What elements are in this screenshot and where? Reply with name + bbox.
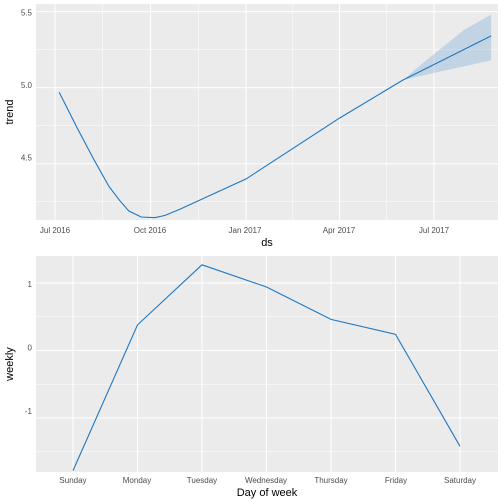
trend-x-tick-label: Apr 2017 [323,226,356,235]
weekly-y-tick-label: -1 [25,407,33,416]
trend-x-tick-label: Jan 2017 [229,226,262,235]
weekly-series-line [72,264,461,471]
weekly-x-tick-label: Monday [123,476,151,485]
trend-plot-background [36,4,498,220]
weekly-x-axis-title: Day of week [237,487,298,499]
trend-chart: 5.5 5.0 4.5 Jul 2016 Oct 2016 Jan 2017 A… [4,4,498,249]
weekly-y-ticks: 1 0 -1 [25,280,33,416]
weekly-x-ticks: Sunday Monday Tuesday Wednesday Thursday… [59,476,476,485]
weekly-y-tick-label: 0 [28,344,33,353]
weekly-x-tick-label: Wednesday [245,476,287,485]
trend-y-tick-label: 5.0 [21,81,33,90]
trend-x-tick-label: Oct 2016 [134,226,167,235]
weekly-x-tick-label: Sunday [59,476,86,485]
trend-y-axis-title: trend [4,99,16,124]
weekly-x-tick-label: Friday [385,476,407,485]
weekly-x-tick-label: Saturday [444,476,476,485]
trend-uncertainty-band [402,14,492,81]
trend-y-ticks: 5.5 5.0 4.5 [21,9,33,163]
weekly-chart: 1 0 -1 Sunday Monday Tuesday Wednesday T… [4,256,498,499]
weekly-x-tick-label: Thursday [314,476,347,485]
trend-y-tick-label: 5.5 [21,9,33,18]
weekly-y-tick-label: 1 [28,280,33,289]
trend-x-axis-title: ds [261,237,273,249]
trend-x-ticks: Jul 2016 Oct 2016 Jan 2017 Apr 2017 Jul … [40,226,450,235]
weekly-x-tick-label: Tuesday [187,476,217,485]
trend-gridlines [36,4,498,220]
trend-x-tick-label: Jul 2017 [419,226,450,235]
weekly-y-axis-title: weekly [4,347,16,382]
weekly-gridlines [36,256,498,472]
trend-y-tick-label: 4.5 [21,154,33,163]
trend-x-tick-label: Jul 2016 [40,226,71,235]
trend-series-line [58,35,492,219]
